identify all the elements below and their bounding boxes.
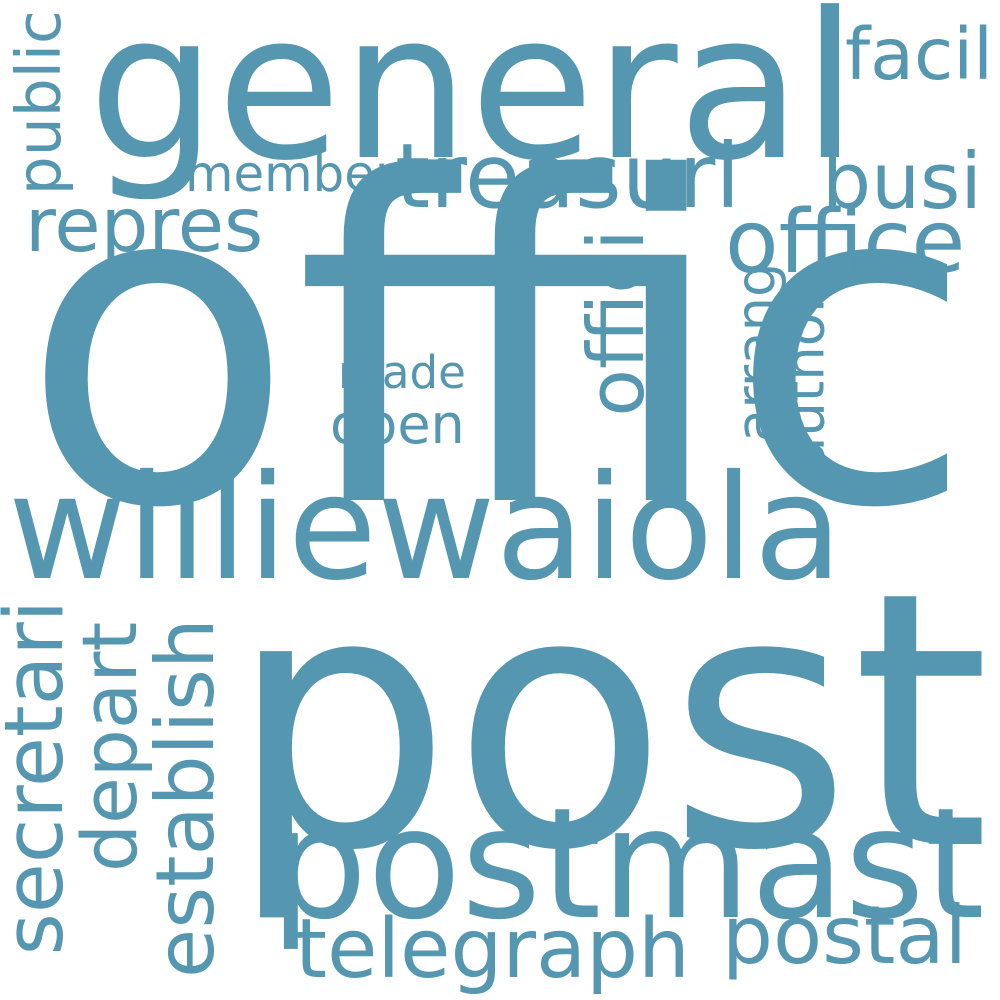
word-repres: repres	[25, 180, 264, 269]
word-treasuri: treasuri	[395, 124, 741, 229]
word-postal: postal	[722, 888, 967, 982]
word-depart: depart	[66, 621, 155, 872]
word-general: general	[88, 0, 859, 205]
word-offici: offici	[571, 228, 662, 417]
word-postmast: postmast	[270, 775, 985, 954]
word-establish: establish	[138, 618, 232, 978]
word-public: public	[2, 9, 75, 195]
word-facil: facil	[845, 13, 994, 96]
word-offic: offic	[20, 84, 975, 606]
word-office: office	[725, 190, 966, 293]
word-post: post	[228, 517, 990, 928]
word-busi: busi	[822, 137, 982, 227]
word-telegraph: telegraph	[295, 902, 690, 997]
word-made: made	[338, 346, 466, 399]
word-member: member	[185, 145, 396, 203]
word-williewaiola: williewaiola	[8, 443, 843, 613]
word-author: author	[772, 289, 837, 470]
word-open: open	[330, 393, 465, 456]
word-secretari: secretari	[0, 599, 83, 956]
